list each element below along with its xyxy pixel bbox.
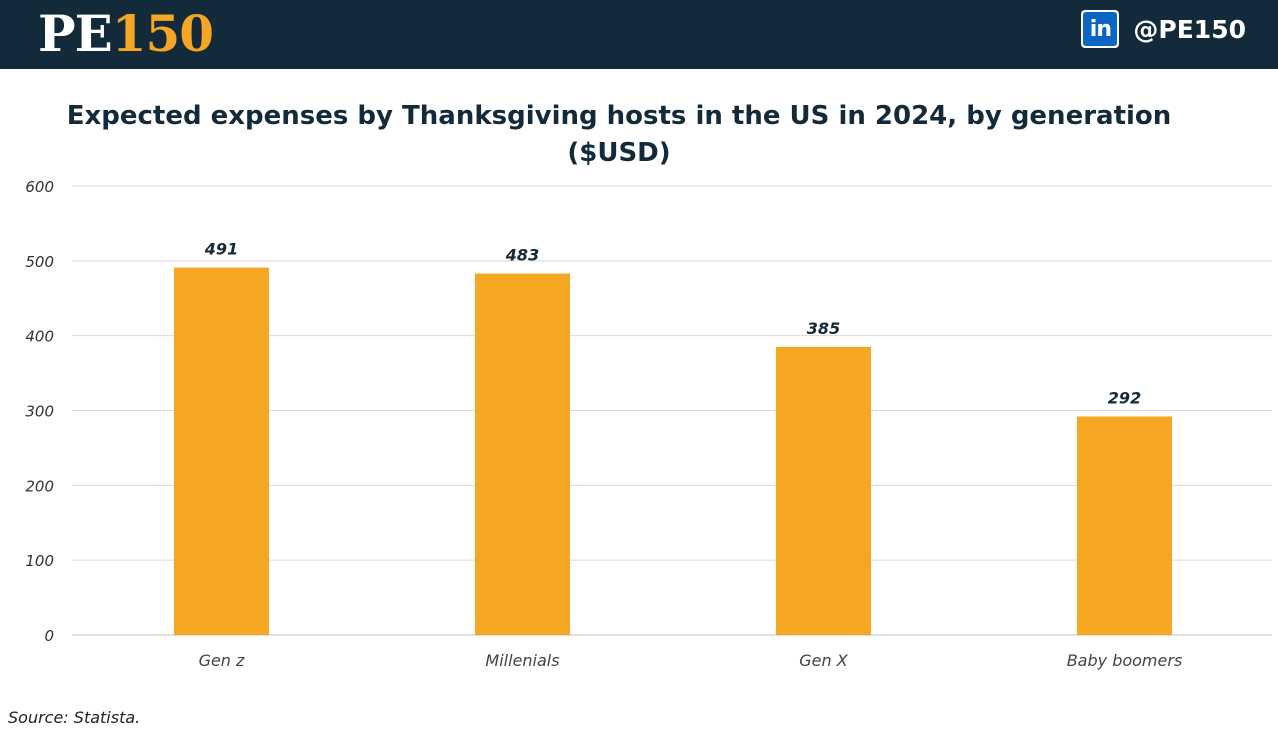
y-tick-label: 0: [44, 627, 54, 645]
y-tick-label: 100: [25, 552, 54, 570]
y-tick-label: 200: [25, 477, 54, 495]
y-tick-label: 500: [25, 253, 54, 271]
y-tick-label: 400: [25, 328, 54, 346]
data-label: 292: [1108, 388, 1141, 407]
linkedin-icon[interactable]: in: [1081, 10, 1120, 48]
social-handle[interactable]: @PE150: [1133, 14, 1246, 44]
pe150-logo[interactable]: PE150: [38, 4, 214, 64]
social-link[interactable]: in @PE150: [1081, 10, 1246, 48]
bar: [174, 267, 269, 635]
chart-title: Expected expenses by Thanksgiving hosts …: [0, 98, 1238, 172]
x-tick-label: Gen z: [199, 651, 245, 670]
x-tick-label: Baby boomers: [1067, 651, 1183, 670]
chart-title-line2: ($USD): [567, 138, 671, 168]
data-label: 483: [505, 246, 539, 265]
logo-150-text: 150: [111, 4, 214, 63]
bar: [475, 273, 570, 635]
logo-pe-text: PE: [38, 4, 113, 63]
header-bar: PE150 in @PE150: [0, 0, 1278, 69]
data-label: 385: [807, 319, 840, 338]
x-tick-label: Gen X: [799, 651, 848, 670]
chart-title-line1: Expected expenses by Thanksgiving hosts …: [66, 101, 1172, 131]
bar: [1077, 416, 1172, 635]
y-tick-label: 300: [25, 403, 54, 421]
linkedin-icon-glyph: in: [1083, 12, 1118, 46]
y-tick-label: 600: [25, 178, 54, 196]
bar: [776, 346, 871, 635]
source-note: Source: Statista.: [8, 708, 141, 727]
x-tick-label: Millenials: [485, 651, 559, 670]
data-label: 491: [204, 240, 238, 259]
